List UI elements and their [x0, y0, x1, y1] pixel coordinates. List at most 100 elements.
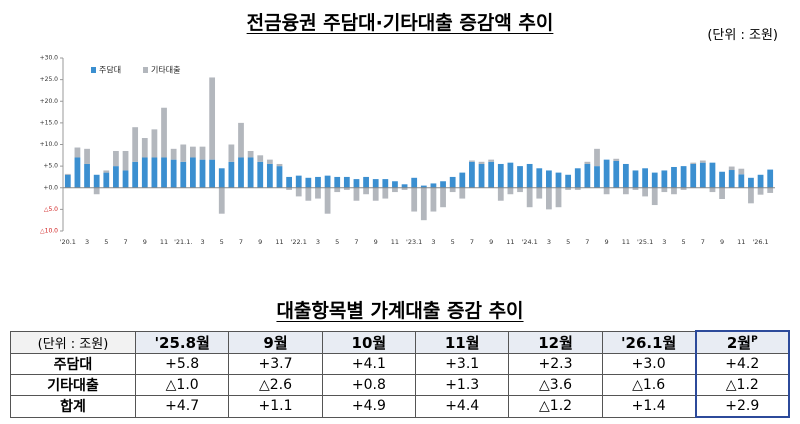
- bar: [767, 169, 774, 188]
- y-tick-label: +15.0: [40, 119, 59, 126]
- bar: [151, 157, 158, 188]
- bar: [113, 150, 119, 167]
- bar: [103, 170, 110, 173]
- bar: [748, 187, 754, 204]
- x-tick-label: 7: [354, 238, 358, 246]
- bar: [161, 157, 167, 188]
- bar: [497, 163, 504, 188]
- cell-text: +4.7: [165, 398, 200, 415]
- bar: [190, 146, 196, 158]
- x-tick-label: '20.1: [60, 238, 76, 246]
- header-cell: 12월: [508, 330, 603, 354]
- bar: [392, 181, 398, 188]
- x-tick-label: 11: [160, 238, 168, 246]
- bar: [334, 187, 341, 193]
- bar: [372, 179, 379, 188]
- bar: [315, 187, 321, 199]
- bar: [449, 176, 456, 188]
- bar: [209, 159, 216, 188]
- cell: +1.1: [228, 395, 323, 418]
- bar: [584, 163, 591, 188]
- x-tick-label: '25.1: [637, 238, 653, 246]
- bar: [478, 161, 485, 164]
- bar: [295, 187, 302, 197]
- bar: [728, 166, 735, 171]
- cell-text: 2월: [726, 334, 752, 352]
- y-tick-label: +25.0: [40, 76, 59, 83]
- cell-text: △3.6: [539, 377, 573, 393]
- x-tick-label: 7: [470, 238, 474, 246]
- table-row: 주담대 +5.8 +3.7 +4.1 +3.1 +2.3 +3.0 +4.2: [10, 353, 791, 375]
- cell-text: +3.7: [258, 356, 293, 372]
- bar: [757, 187, 764, 195]
- cell-text: 11월: [444, 333, 480, 352]
- x-tick-label: 5: [220, 238, 224, 246]
- x-tick-label: 3: [316, 238, 320, 246]
- cell-text: 12월: [538, 333, 573, 352]
- bar: [680, 166, 687, 188]
- bar: [671, 187, 677, 195]
- bar: [632, 187, 639, 190]
- cell: △1.6: [601, 374, 697, 396]
- x-tick-label: 7: [585, 238, 589, 246]
- bar: [238, 157, 244, 188]
- bar: [324, 175, 331, 188]
- header-cell: 9월: [228, 330, 323, 354]
- cell-text: +0.8: [351, 377, 386, 393]
- bar: [199, 159, 206, 188]
- cell: +1.3: [415, 374, 510, 396]
- x-tick-label: 11: [737, 238, 745, 246]
- cell: △3.6: [508, 374, 603, 396]
- cell-text: +3.1: [445, 356, 480, 372]
- cell: +4.2: [694, 353, 791, 375]
- bar: [141, 157, 148, 188]
- bar: [536, 187, 543, 199]
- y-tick-label: △5.0: [44, 206, 58, 213]
- y-tick-label: +10.0: [40, 141, 59, 148]
- bar: [507, 162, 514, 188]
- bar: [411, 177, 418, 188]
- cell: +0.8: [321, 374, 417, 396]
- legend-swatch: [91, 67, 96, 73]
- header-cell: '25.8월: [134, 330, 230, 354]
- bar: [305, 177, 312, 188]
- cell: △1.2: [508, 395, 603, 418]
- cell-text: +2.3: [538, 356, 573, 372]
- superscript: P: [751, 335, 758, 345]
- bar: [64, 174, 71, 188]
- cell-text: +1.3: [445, 377, 480, 393]
- x-tick-label: '23.1: [406, 238, 422, 246]
- bar: [555, 187, 562, 208]
- bar: [84, 163, 90, 188]
- cell: △2.6: [228, 374, 323, 396]
- bar: [334, 176, 341, 188]
- bar: [411, 187, 418, 212]
- bar: [247, 150, 254, 158]
- bar: [64, 173, 71, 175]
- data-table: (단위 : 조원) '25.8월 9월 10월 11월 12월 '26.1월 2월P 주담대 +5…: [10, 330, 791, 418]
- cell-text: +4.2: [725, 356, 760, 372]
- bar: [738, 174, 745, 188]
- bar: [517, 166, 523, 188]
- x-tick-label: 5: [451, 238, 455, 246]
- cell: △1.0: [134, 374, 230, 396]
- header-cell: (단위 : 조원): [10, 330, 136, 354]
- header-cell: 11월: [415, 330, 510, 354]
- bar: [170, 159, 177, 188]
- bar: [238, 122, 244, 158]
- bar: [343, 176, 350, 188]
- bar: [315, 176, 321, 188]
- x-tick-label: 11: [506, 238, 514, 246]
- x-tick-label: 3: [547, 238, 551, 246]
- x-tick-label: 5: [104, 238, 108, 246]
- bar: [728, 170, 735, 188]
- bar: [363, 176, 369, 188]
- bar: [603, 159, 610, 188]
- cell-text: 주담대: [53, 357, 93, 373]
- bar: [257, 155, 264, 162]
- cell: +2.3: [508, 353, 603, 375]
- bar: [449, 187, 456, 193]
- cell: +3.7: [228, 353, 323, 375]
- x-tick-label: 3: [200, 238, 204, 246]
